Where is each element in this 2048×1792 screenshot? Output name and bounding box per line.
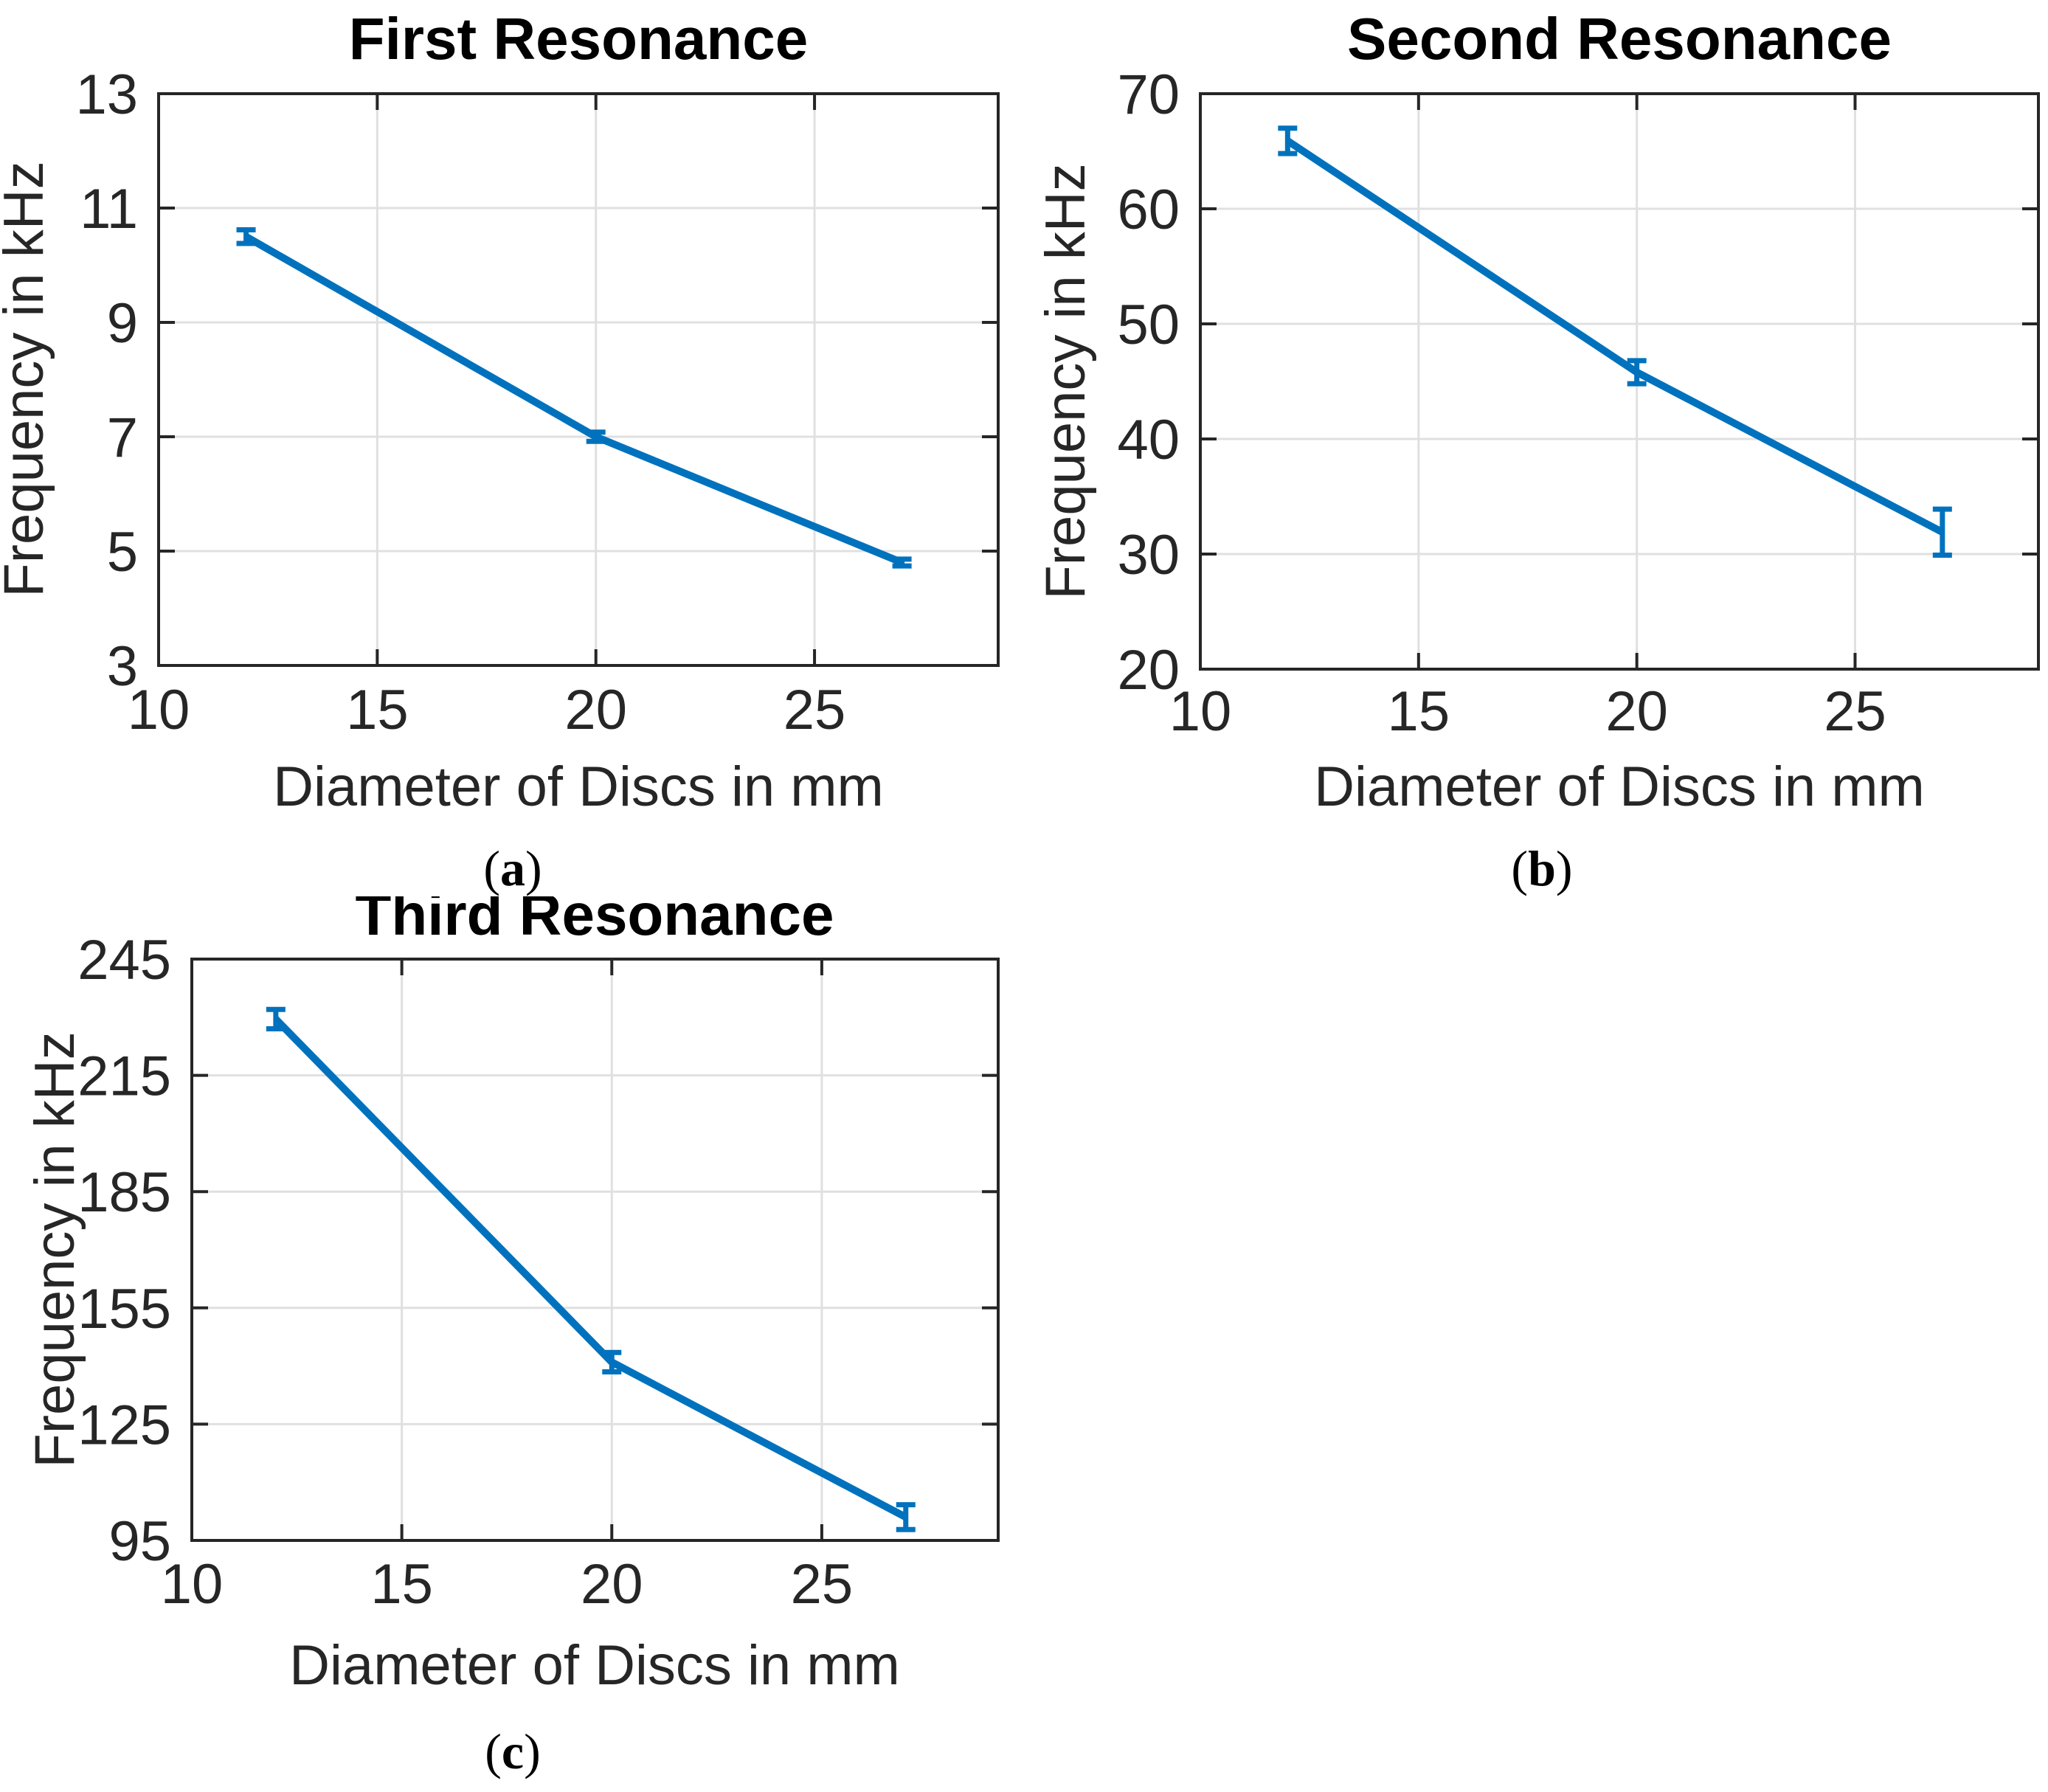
chart-title-c: Third Resonance: [355, 896, 834, 947]
y-tick-label: 245: [77, 929, 171, 992]
error-bar: [1932, 506, 1952, 558]
series-line: [1285, 137, 1945, 536]
x-tick-label: 20: [564, 679, 627, 741]
chart-b-svg: 10 15 20 25 20 30 40 50 60 70 Second Resonance Di…: [1034, 6, 2040, 896]
y-tick-label: 50: [1117, 294, 1180, 356]
plot-area-a: 10 15 20 25 3 5 7 9 11 13: [75, 63, 1000, 741]
series-line: [244, 233, 904, 567]
x-tick-label: 20: [1605, 680, 1668, 743]
caption-c: (c): [485, 1723, 541, 1779]
y-tick-label: 7: [107, 407, 138, 469]
chart-title-b: Second Resonance: [1347, 6, 1892, 72]
y-axis-label-b: Frequency in kHz: [1034, 163, 1097, 599]
x-tick-label: 25: [1824, 680, 1886, 743]
x-tick-label: 25: [783, 679, 846, 741]
axis-box: [157, 92, 1000, 667]
chart-title-a: First Resonance: [349, 6, 808, 72]
x-axis-label-b: Diameter of Discs in mm: [1314, 755, 1925, 818]
x-tick-label: 15: [370, 1553, 433, 1616]
x-tick-label: 10: [161, 1553, 224, 1616]
y-tick-label: 125: [77, 1394, 171, 1456]
y-tick-label: 60: [1117, 179, 1180, 241]
y-tick-label: 155: [77, 1278, 171, 1340]
y-tick-label: 215: [77, 1045, 171, 1108]
x-tick-label: 10: [1169, 680, 1232, 743]
y-tick-label: 40: [1117, 409, 1180, 471]
error-bar: [1278, 125, 1298, 156]
subfigure-b: 10 15 20 25 20 30 40 50 60 70 Second Resonance Di…: [1025, 0, 2048, 896]
chart-c-svg: 10 15 20 25 95 125 155 185 215 245 Third Resonanc…: [24, 896, 1000, 1779]
y-tick-label: 95: [108, 1510, 171, 1573]
y-tick-label: 9: [107, 292, 138, 355]
y-tick-label: 5: [107, 521, 138, 584]
x-tick-label: 20: [581, 1553, 643, 1616]
axis-box: [190, 958, 1000, 1542]
x-tick-label: 10: [128, 679, 190, 741]
y-tick-label: 20: [1117, 639, 1180, 702]
y-tick-label: 13: [75, 63, 138, 126]
plot-area-b: 10 15 20 25 20 30 40 50 60 70: [1117, 63, 2040, 743]
x-tick-label: 15: [1388, 680, 1450, 743]
plot-area-c: 10 15 20 25 95 125 155 185 215 245: [77, 929, 1000, 1616]
y-axis-label-c: Frequency in kHz: [24, 1031, 86, 1467]
x-tick-label: 25: [791, 1553, 854, 1616]
series-line: [273, 1016, 908, 1521]
caption-b: (b): [1511, 840, 1572, 896]
x-axis-label-c: Diameter of Discs in mm: [289, 1634, 900, 1697]
y-tick-label: 70: [1117, 63, 1180, 126]
y-tick-label: 30: [1117, 524, 1180, 587]
subfigure-c: 10 15 20 25 95 125 155 185 215 245 Third Resonanc…: [0, 896, 1025, 1792]
y-tick-label: 11: [80, 178, 138, 241]
caption-a: (a): [483, 840, 542, 896]
axis-box: [1199, 92, 2040, 671]
chart-a-svg: 10 15 20 25 3 5 7 9 11 13 First Resonance Diamete…: [0, 6, 1000, 896]
y-axis-label-a: Frequency in kHz: [0, 161, 55, 597]
y-tick-label: 3: [107, 635, 138, 698]
x-tick-label: 15: [346, 679, 409, 741]
y-tick-label: 185: [77, 1161, 171, 1224]
x-axis-label-a: Diameter of Discs in mm: [273, 755, 884, 818]
subfigure-a: 10 15 20 25 3 5 7 9 11 13 First Resonance Diamete…: [0, 0, 1025, 896]
